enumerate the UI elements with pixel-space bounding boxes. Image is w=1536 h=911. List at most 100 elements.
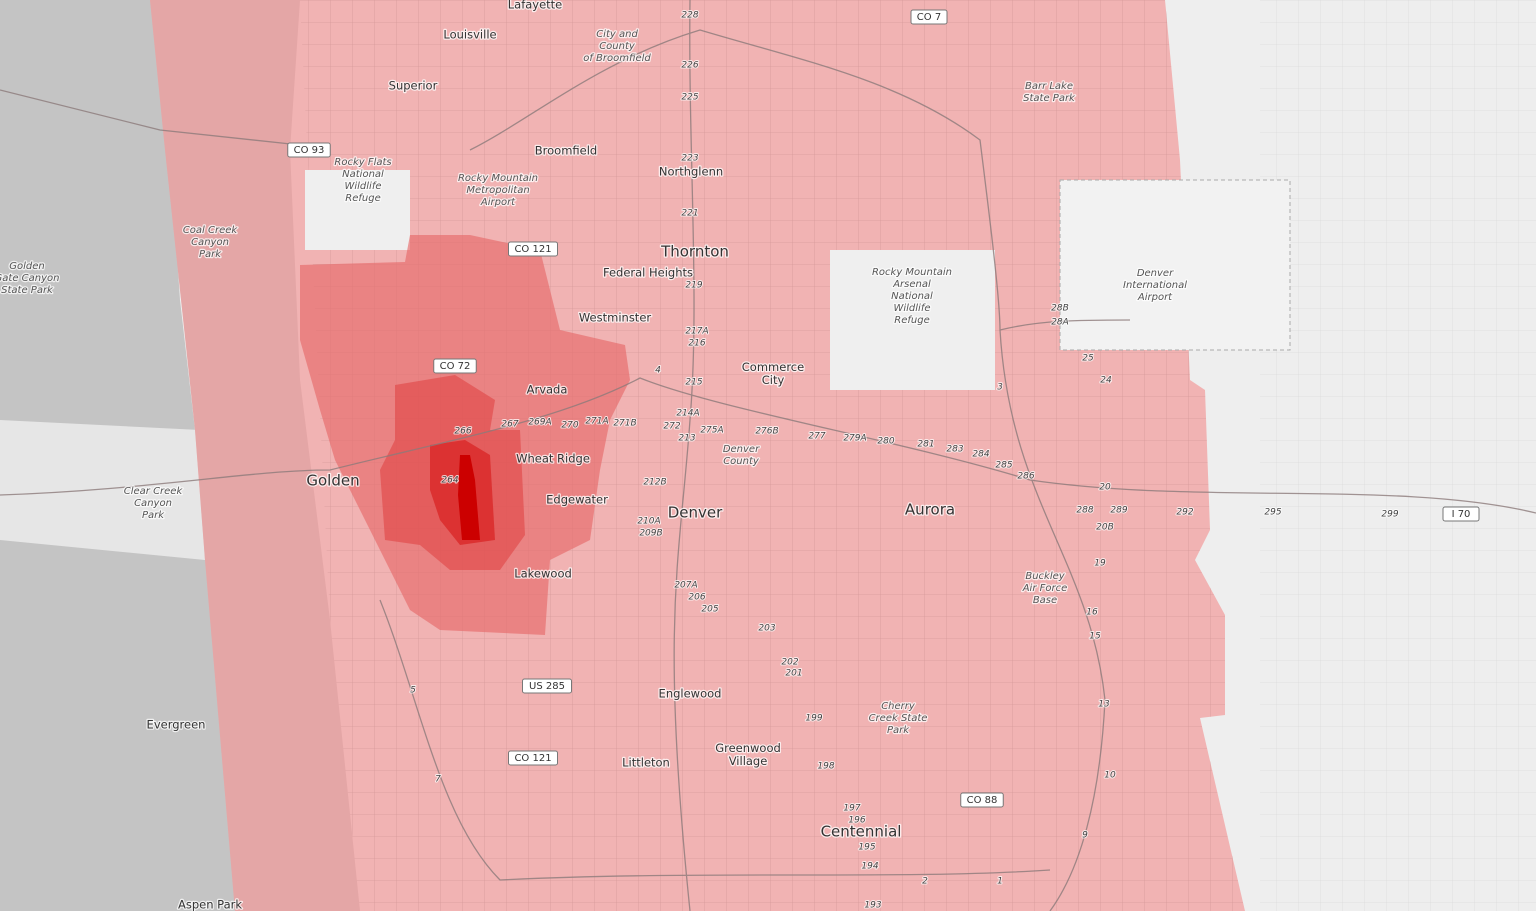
park-label: Rocky Mountain [458, 173, 538, 184]
park-label: County [723, 456, 760, 467]
place-label: Evergreen [147, 718, 206, 732]
park-label: National [891, 291, 933, 302]
park-label: City and [596, 29, 638, 40]
exit-number: 4 [655, 366, 661, 376]
place-label: Village [729, 754, 768, 768]
exit-number: 264 [441, 476, 458, 486]
exit-number: 201 [785, 669, 802, 679]
park-label: Canyon [134, 498, 172, 509]
exit-number: 2 [922, 877, 928, 887]
arsenal-area [830, 250, 995, 390]
park-label: Base [1033, 595, 1057, 606]
exit-number: 13 [1098, 700, 1110, 710]
place-label: Broomfield [535, 144, 597, 158]
park-label: Rocky Mountain [872, 267, 952, 278]
place-label: Wheat Ridge [516, 452, 590, 466]
park-label: Refuge [345, 193, 380, 204]
exit-number: 221 [681, 209, 698, 219]
exit-number: 209B [639, 529, 662, 539]
park-label: of Broomfield [583, 53, 651, 64]
street-grid [1260, 0, 1536, 911]
park-label: Cherry [881, 701, 916, 712]
road-shield [433, 358, 477, 374]
exit-number: 281 [917, 440, 934, 450]
place-label: Edgewater [546, 493, 608, 507]
park-label: Wildlife [893, 303, 930, 314]
exit-number: 276B [755, 427, 778, 437]
exit-number: 212B [643, 478, 666, 488]
place-label: Northglenn [659, 165, 723, 179]
exit-number: 285 [995, 461, 1012, 471]
road-shield-label: CO 88 [967, 795, 998, 806]
pena-blvd [999, 319, 1131, 331]
exit-number: 271B [613, 419, 636, 429]
exit-number: 206 [688, 593, 705, 603]
exit-number: 275A [700, 426, 723, 436]
road-shield-label: CO 93 [294, 145, 325, 156]
exit-number: 288 [1076, 506, 1093, 516]
place-label: Lakewood [514, 567, 572, 581]
place-label: Aurora [905, 501, 955, 519]
park-label: Metropolitan [466, 185, 529, 196]
exit-number: 299 [1381, 510, 1398, 520]
park-label: Rocky Flats [334, 157, 391, 168]
exit-number: 193 [864, 901, 881, 911]
park-label: Buckley [1025, 571, 1065, 582]
exit-number: 3 [997, 383, 1003, 393]
place-label: Arvada [527, 383, 568, 397]
exit-number: 223 [681, 154, 698, 164]
place-label: City [762, 373, 785, 387]
place-label: Greenwood [715, 741, 781, 755]
park-label: County [599, 41, 636, 52]
park-label: Barr Lake [1025, 81, 1073, 92]
exit-number: 269A [528, 418, 551, 428]
park-label: Airport [480, 197, 516, 208]
exit-number: 7 [435, 775, 441, 785]
exit-number: 292 [1176, 508, 1193, 518]
exit-number: 197 [843, 804, 860, 814]
exit-number: 25 [1082, 354, 1094, 364]
park-label: Park [199, 249, 222, 260]
park-label: International [1123, 280, 1187, 291]
exit-number: 194 [861, 862, 878, 872]
park-label: Creek State [869, 713, 928, 724]
road-shield [960, 792, 1004, 808]
park-label: Airport [1137, 292, 1173, 303]
exit-number: 219 [685, 281, 702, 291]
place-label: Lafayette [508, 0, 563, 12]
exit-number: 203 [758, 624, 775, 634]
road-shield [508, 750, 558, 766]
exit-number: 10 [1104, 771, 1116, 781]
place-label: Louisville [443, 28, 496, 42]
i-25 [673, 0, 695, 911]
exit-number: 226 [681, 61, 698, 71]
park-label: State Park [1, 285, 54, 296]
exit-number: 198 [817, 762, 834, 772]
rocky-flats-area [305, 170, 410, 250]
exit-number: 267 [501, 420, 518, 430]
airport-area [1059, 179, 1291, 351]
exit-number: 196 [848, 816, 865, 826]
exit-number: 195 [858, 843, 875, 853]
exit-number: 15 [1089, 632, 1101, 642]
place-label: Golden [306, 472, 359, 490]
exit-number: 1 [997, 877, 1003, 887]
exit-number: 20B [1096, 523, 1114, 533]
exit-number: 16 [1086, 608, 1098, 618]
exit-number: 289 [1110, 506, 1127, 516]
i-70 [0, 377, 1536, 514]
place-label: Thornton [660, 243, 729, 261]
exit-number: 199 [805, 714, 822, 724]
exit-number: 24 [1100, 376, 1112, 386]
exit-number: 283 [946, 445, 963, 455]
exit-number: 19 [1094, 559, 1106, 569]
place-label: Commerce [742, 360, 804, 374]
park-label: Denver [1137, 268, 1174, 279]
park-label: Clear Creek [124, 486, 184, 497]
exit-number: 270 [561, 421, 578, 431]
exit-number: 5 [410, 686, 416, 696]
heat-zone-peak [458, 455, 480, 540]
exit-number: 225 [681, 93, 698, 103]
park-label: Park [142, 510, 165, 521]
